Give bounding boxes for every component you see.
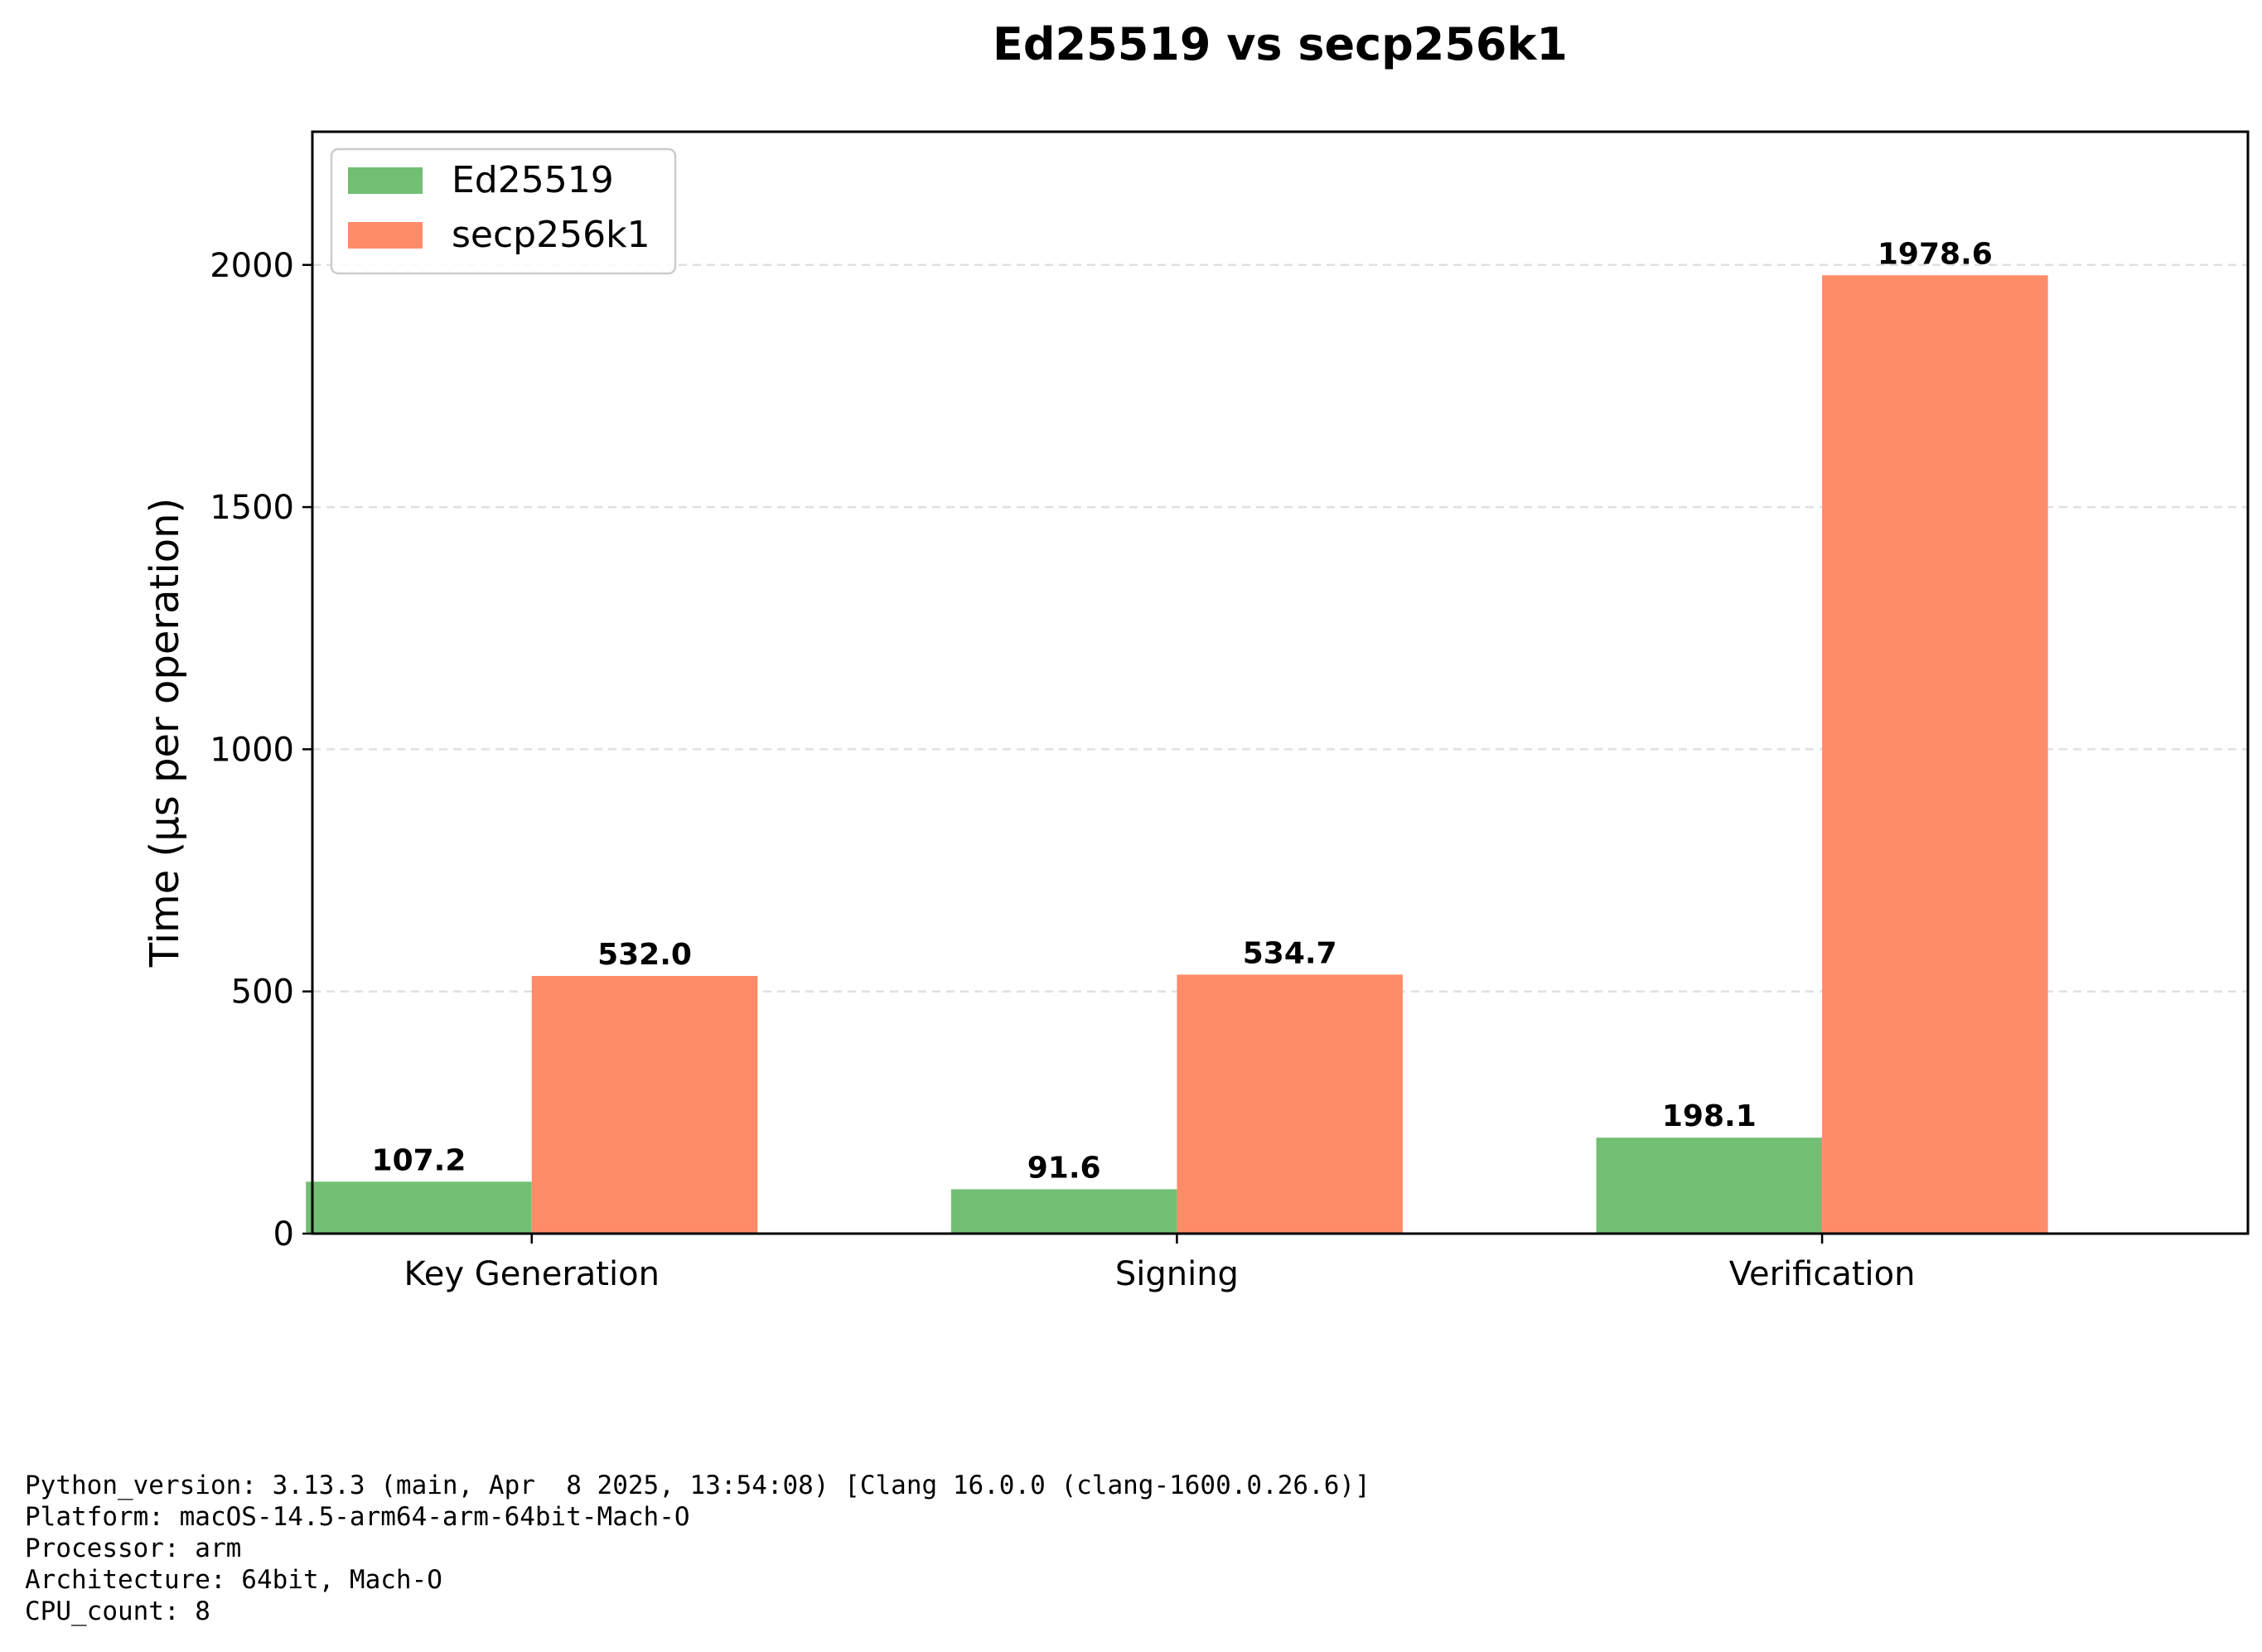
y-tick-label: 0 [273,1215,294,1253]
legend-swatch-secp256k1 [348,222,423,249]
legend-label: Ed25519 [452,159,614,201]
system-info-line: Processor: arm [25,1534,242,1563]
data-label: 534.7 [1243,936,1337,970]
y-tick-label: 2000 [210,247,294,285]
axes-frame [311,130,2250,1235]
y-tick-label: 1500 [210,489,294,527]
y-axis-label: Time (µs per operation) [142,498,188,968]
system-info-line: Architecture: 64bit, Mach-O [25,1565,442,1595]
axis-ticks: 0 500 1000 1500 2000 Key Generation Signing Ver… [210,247,1915,1293]
bar-secp256k1 [531,975,758,1234]
bar-ed25519 [950,1189,1177,1234]
y-tick-label: 500 [231,973,294,1012]
bar-ed25519 [306,1181,532,1234]
x-tick-label: Verification [1729,1255,1916,1293]
bar-secp256k1 [1177,974,1403,1234]
chart-title: Ed25519 vs secp256k1 [993,18,1568,70]
data-label: 107.2 [372,1143,466,1177]
system-info: Python_version: 3.13.3 (main, Apr 8 2025… [25,1470,1370,1627]
data-label: 91.6 [1027,1151,1101,1185]
bar-ed25519 [1596,1138,1823,1234]
y-tick-label: 1000 [210,731,294,769]
bar-secp256k1 [1822,275,2048,1234]
data-label: 532.0 [597,938,692,972]
system-info-line: Platform: macOS-14.5-arm64-arm-64bit-Mac… [25,1502,690,1532]
x-tick-label: Key Generation [404,1255,660,1293]
bars: 107.2 532.0 91.6 534.7 198.1 1978.6 [306,237,2048,1234]
system-info-line: CPU_count: 8 [25,1596,210,1626]
data-label: 198.1 [1662,1099,1757,1133]
data-label: 1978.6 [1878,237,1993,271]
system-info-line: Python_version: 3.13.3 (main, Apr 8 2025… [25,1471,1370,1500]
legend: Ed25519 secp256k1 [330,147,677,275]
legend-swatch-ed25519 [348,167,423,194]
legend-label: secp256k1 [452,214,650,256]
x-tick-label: Signing [1115,1255,1239,1293]
